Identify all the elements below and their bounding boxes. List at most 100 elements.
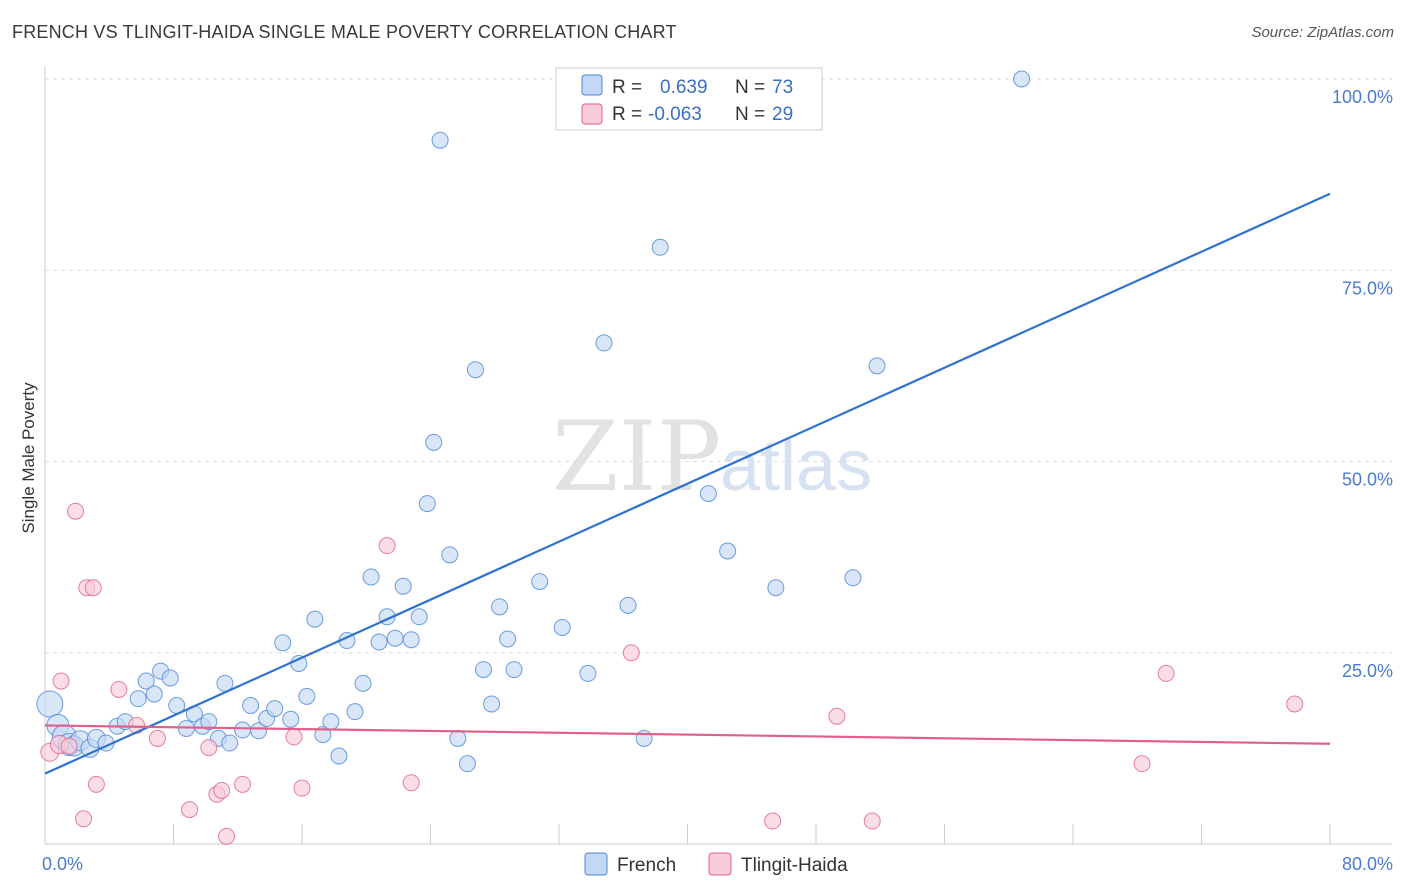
y-tick-labels: 25.0% 50.0% 75.0% 100.0% xyxy=(1332,87,1393,681)
legend-french-n-value: 73 xyxy=(772,77,793,98)
french-point-61 xyxy=(579,664,597,682)
french-point-49 xyxy=(431,131,449,149)
tlingit-haida-point-27 xyxy=(1157,664,1175,682)
french-point-20 xyxy=(200,713,218,731)
french-point-71 xyxy=(1013,70,1031,88)
french-point-15 xyxy=(161,669,179,687)
tlingit-haida-point-20 xyxy=(378,537,396,555)
tlingit-haida-point-8 xyxy=(87,775,105,793)
french-point-70 xyxy=(868,357,886,375)
tlingit-haida-point-12 xyxy=(181,801,199,819)
legend-french-r-label: R = xyxy=(612,77,642,98)
tlingit-haida-point-24 xyxy=(828,707,846,725)
french-point-58 xyxy=(505,661,523,679)
french-point-30 xyxy=(282,710,300,728)
bottom-legend-tlingit-haida: Tlingit-Haida xyxy=(741,855,848,876)
legend-french-n-label: N = xyxy=(735,77,765,98)
tlingit-haida-point-21 xyxy=(402,774,420,792)
chart-title: FRENCH VS TLINGIT-HAIDA SINGLE MALE POVE… xyxy=(12,22,677,42)
bottom-legend-french: French xyxy=(617,855,676,876)
french-point-60 xyxy=(553,619,571,637)
y-axis-label: Single Male Poverty xyxy=(19,382,38,534)
watermark-atlas: atlas xyxy=(720,426,872,506)
french-point-26 xyxy=(250,722,268,740)
tlingit-haida-point-11 xyxy=(148,729,166,747)
correlation-legend: R = 0.639 N = 73 R = -0.063 N = 29 xyxy=(555,67,823,131)
x-tick-labels: 0.0% 80.0% xyxy=(42,854,1393,874)
tlingit-haida-point-16 xyxy=(218,827,236,845)
french-point-46 xyxy=(410,608,428,626)
legend-tlingit-n-label: N = xyxy=(735,104,765,125)
tlingit-haida-point-18 xyxy=(285,728,303,746)
tlingit-haida-point-7 xyxy=(84,579,102,597)
bottom-legend-swatch-french xyxy=(584,852,608,876)
french-point-43 xyxy=(386,629,404,647)
french-point-62 xyxy=(595,334,613,352)
bottom-legend-swatch-tlingit-haida xyxy=(708,852,732,876)
french-point-51 xyxy=(449,729,467,747)
legend-swatch-french xyxy=(581,74,603,96)
tlingit-haida-point-26 xyxy=(1133,755,1151,773)
tlingit-haida-point-17 xyxy=(234,775,252,793)
grid xyxy=(45,78,1392,654)
y-tick-label-0: 25.0% xyxy=(1342,661,1393,681)
tlingit-haida-point-22 xyxy=(622,644,640,662)
french-point-41 xyxy=(370,633,388,651)
tlingit-haida-point-15 xyxy=(213,781,231,799)
french-point-48 xyxy=(425,433,443,451)
french-point-31 xyxy=(290,654,308,672)
tlingit-haida-point-2 xyxy=(52,672,70,690)
tlingit-haida-trend-line xyxy=(44,724,1331,745)
french-point-69 xyxy=(844,569,862,587)
french-point-34 xyxy=(314,726,332,744)
french-point-36 xyxy=(330,747,348,765)
french-point-59 xyxy=(531,573,549,591)
tlingit-haida-point-10 xyxy=(128,716,146,734)
tlingit-haida-point-5 xyxy=(75,810,93,828)
french-point-39 xyxy=(354,674,372,692)
x-tick-label-1: 80.0% xyxy=(1342,854,1393,874)
french-point-38 xyxy=(346,703,364,721)
french-point-47 xyxy=(418,495,436,513)
tlingit-haida-point-25 xyxy=(863,812,881,830)
french-point-65 xyxy=(651,238,669,256)
french-point-23 xyxy=(221,734,239,752)
y-tick-label-3: 100.0% xyxy=(1332,87,1393,107)
french-point-40 xyxy=(362,568,380,586)
legend-tlingit-r-label: R = xyxy=(612,104,642,125)
tlingit-haida-point-28 xyxy=(1286,695,1304,713)
tlingit-haida-point-13 xyxy=(200,739,218,757)
french-point-24 xyxy=(234,721,252,739)
french-point-44 xyxy=(394,577,412,595)
series-legend: French Tlingit-Haida xyxy=(584,852,848,876)
french-point-35 xyxy=(322,713,340,731)
french-point-50 xyxy=(441,546,459,564)
french-point-33 xyxy=(306,610,324,628)
french-point-29 xyxy=(274,634,292,652)
french-point-12 xyxy=(137,672,155,690)
trend-lines xyxy=(44,192,1331,775)
french-point-66 xyxy=(699,485,717,503)
y-tick-label-2: 75.0% xyxy=(1342,278,1393,298)
french-point-28 xyxy=(266,700,284,718)
french-point-0 xyxy=(36,690,64,718)
french-point-56 xyxy=(491,598,509,616)
french-point-68 xyxy=(767,579,785,597)
french-points xyxy=(36,70,1031,773)
legend-tlingit-n-value: 29 xyxy=(772,104,793,125)
y-tick-label-1: 50.0% xyxy=(1342,470,1393,490)
french-point-11 xyxy=(129,690,147,708)
source-label: Source: ZipAtlas.com xyxy=(1251,24,1394,41)
french-point-53 xyxy=(466,361,484,379)
french-point-52 xyxy=(458,755,476,773)
legend-swatch-tlingit-haida xyxy=(581,103,603,125)
tlingit-haida-point-23 xyxy=(764,812,782,830)
x-tick-label-0: 0.0% xyxy=(42,854,83,874)
legend-french-r-value: 0.639 xyxy=(660,77,708,98)
tlingit-haida-point-4 xyxy=(67,502,85,520)
french-point-67 xyxy=(719,542,737,560)
french-point-25 xyxy=(242,697,260,715)
french-point-45 xyxy=(402,631,420,649)
tlingit-haida-point-9 xyxy=(110,680,128,698)
